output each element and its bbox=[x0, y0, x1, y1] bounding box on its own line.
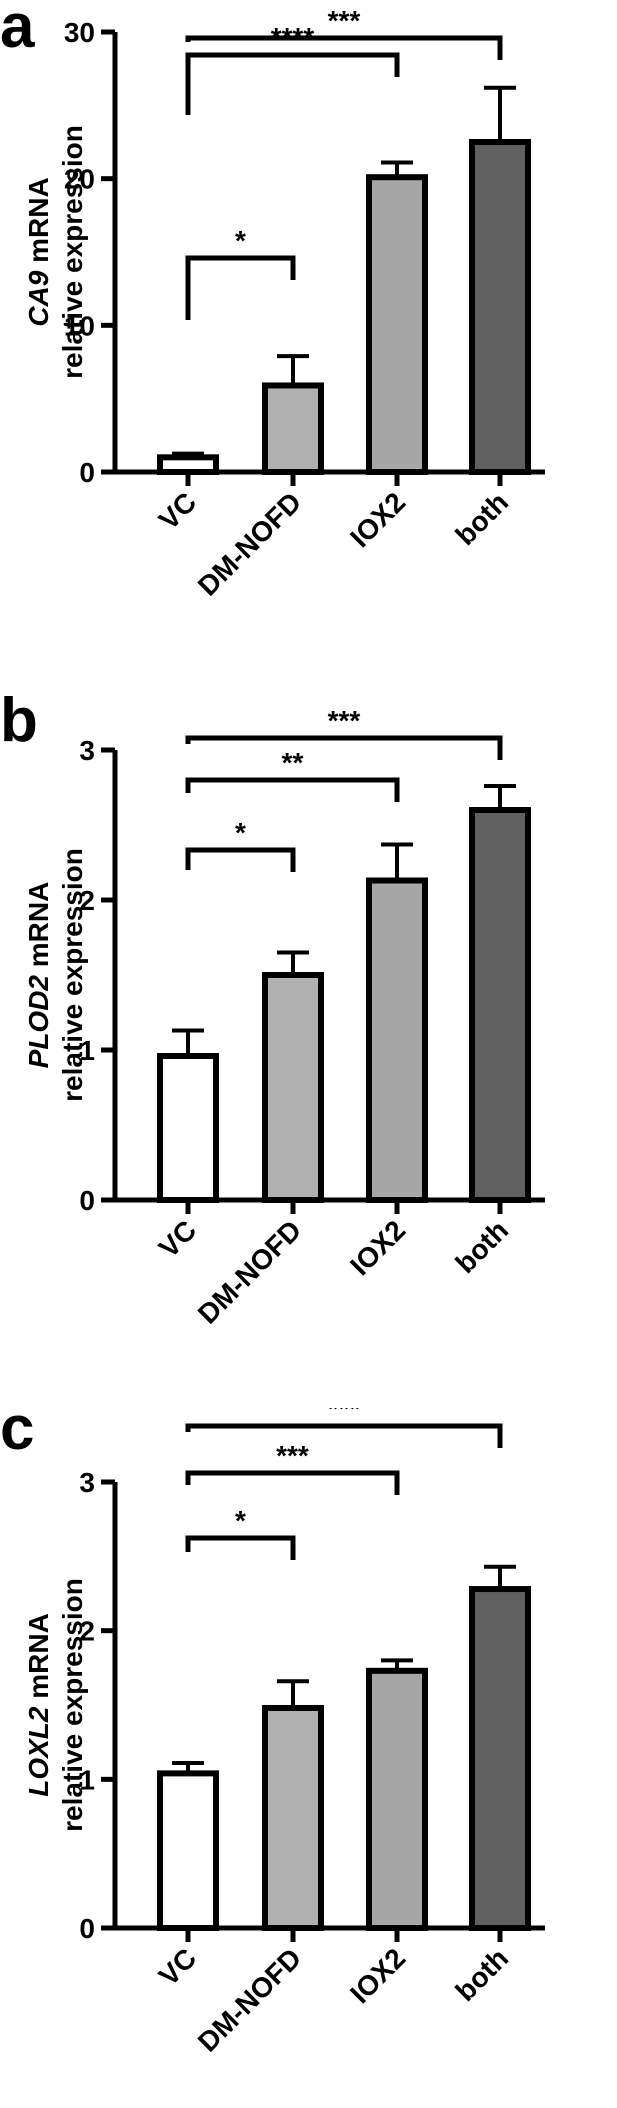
x-tick-label: IOX2 bbox=[344, 1214, 411, 1281]
y-tick-label: 0 bbox=[79, 1913, 95, 1944]
significance-label: *** bbox=[276, 1440, 309, 1471]
x-tick-label: VC bbox=[153, 1214, 202, 1263]
bar bbox=[469, 807, 531, 1203]
significance-bracket bbox=[185, 1470, 400, 1495]
y-axis-label-gene: LOXL2 bbox=[23, 1706, 54, 1797]
panel-letter: a bbox=[0, 0, 35, 61]
y-tick-label: 30 bbox=[64, 17, 95, 48]
significance-bracket bbox=[185, 35, 503, 60]
x-tick-label: both bbox=[449, 486, 514, 551]
y-tick-label: 2 bbox=[79, 1616, 95, 1647]
y-tick-label: 3 bbox=[79, 735, 95, 766]
bar bbox=[157, 1053, 219, 1203]
significance-label: *** bbox=[328, 5, 361, 36]
y-axis-label-rest: mRNA bbox=[23, 1613, 54, 1706]
y-axis-label: LOXL2 mRNA bbox=[23, 1613, 54, 1797]
x-tick-label: VC bbox=[153, 486, 202, 535]
y-axis-label-line2: relative expression bbox=[57, 848, 88, 1102]
bar-chart-svg: 0 10 20 30 CA9 mRNA relative expression VCDM-N… bbox=[23, 5, 545, 602]
significance-bracket bbox=[185, 1535, 296, 1560]
significance-label: * bbox=[235, 225, 246, 256]
significance-bracket bbox=[185, 255, 296, 320]
bar-chart-svg: 0 1 2 3 PLOD2 mRNA relative expression VCDM-NO… bbox=[23, 705, 545, 1330]
bar bbox=[262, 1704, 324, 1931]
significance-label: * bbox=[235, 817, 246, 848]
y-axis-label-gene: CA9 bbox=[23, 270, 54, 326]
bar bbox=[366, 174, 428, 475]
y-tick-label: 0 bbox=[79, 1185, 95, 1216]
x-tick-label: both bbox=[449, 1214, 514, 1279]
bar bbox=[157, 454, 219, 476]
bar bbox=[157, 1770, 219, 1931]
y-axis-label-line2: relative expression bbox=[57, 1578, 88, 1832]
bar bbox=[469, 1586, 531, 1931]
y-tick-label: 20 bbox=[64, 164, 95, 195]
y-tick-label: 1 bbox=[79, 1764, 95, 1795]
y-tick-label: 10 bbox=[64, 310, 95, 341]
x-tick-label: DM-NOFD bbox=[192, 486, 307, 601]
panel-letter: c bbox=[0, 1394, 35, 1463]
y-tick-label: 2 bbox=[79, 885, 95, 916]
bar bbox=[469, 139, 531, 475]
y-tick-label: 1 bbox=[79, 1035, 95, 1066]
significance-bracket bbox=[185, 777, 400, 802]
x-tick-label: IOX2 bbox=[344, 486, 411, 553]
significance-label: ** bbox=[282, 747, 304, 778]
panel-letter: b bbox=[0, 686, 38, 755]
y-axis-label-rest: mRNA bbox=[23, 177, 54, 270]
y-axis-label-line2: relative expression bbox=[57, 125, 88, 379]
significance-label: * bbox=[235, 1505, 246, 1536]
bar bbox=[262, 382, 324, 476]
chart-panel-a: a 0 10 20 30 CA9 mRNA relative expression VC DM… bbox=[0, 0, 617, 700]
chart-panel-c: c 0 1 2 3 LOXL2 mRNA relative expression VC DM-… bbox=[0, 1398, 617, 2108]
y-tick-label: 0 bbox=[79, 457, 95, 488]
bar-chart-svg: 0 1 2 3 LOXL2 mRNA relative expression VCDM-NO… bbox=[23, 1408, 545, 2058]
bar bbox=[366, 1667, 428, 1931]
chart-panel-b: b 0 1 2 3 PLOD2 mRNA relative expression VC DM-… bbox=[0, 690, 617, 1400]
bar bbox=[366, 877, 428, 1203]
significance-bracket bbox=[185, 847, 296, 872]
y-axis-label-rest: mRNA bbox=[23, 882, 54, 975]
significance-bracket bbox=[185, 1423, 503, 1448]
y-axis-label: PLOD2 mRNA bbox=[23, 882, 54, 1069]
x-tick-label: IOX2 bbox=[344, 1942, 411, 2009]
significance-label: *** bbox=[328, 705, 361, 736]
x-tick-label: VC bbox=[153, 1942, 202, 1991]
x-tick-label: DM-NOFD bbox=[192, 1942, 307, 2057]
y-tick-label: 3 bbox=[79, 1467, 95, 1498]
significance-bracket bbox=[185, 735, 503, 760]
y-axis-label: CA9 mRNA bbox=[23, 177, 54, 326]
significance-label: *** bbox=[328, 1408, 361, 1424]
significance-bracket bbox=[185, 52, 400, 115]
y-axis-label-gene: PLOD2 bbox=[23, 975, 54, 1069]
x-tick-label: both bbox=[449, 1942, 514, 2007]
x-tick-label: DM-NOFD bbox=[192, 1214, 307, 1329]
bar bbox=[262, 972, 324, 1203]
